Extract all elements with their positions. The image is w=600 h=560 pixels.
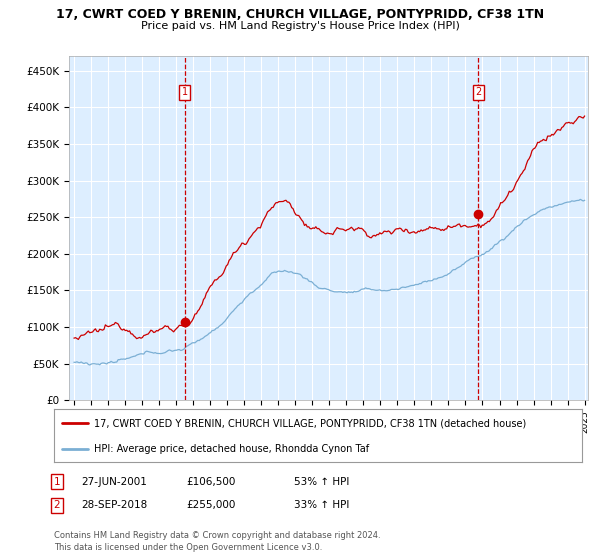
Text: Price paid vs. HM Land Registry's House Price Index (HPI): Price paid vs. HM Land Registry's House … — [140, 21, 460, 31]
Text: 17, CWRT COED Y BRENIN, CHURCH VILLAGE, PONTYPRIDD, CF38 1TN: 17, CWRT COED Y BRENIN, CHURCH VILLAGE, … — [56, 8, 544, 21]
Text: 1: 1 — [53, 477, 61, 487]
Text: 2: 2 — [53, 500, 61, 510]
Text: 28-SEP-2018: 28-SEP-2018 — [81, 500, 147, 510]
Text: This data is licensed under the Open Government Licence v3.0.: This data is licensed under the Open Gov… — [54, 543, 322, 552]
Text: 33% ↑ HPI: 33% ↑ HPI — [294, 500, 349, 510]
Text: 27-JUN-2001: 27-JUN-2001 — [81, 477, 147, 487]
Text: HPI: Average price, detached house, Rhondda Cynon Taf: HPI: Average price, detached house, Rhon… — [94, 444, 369, 454]
Text: 1: 1 — [182, 87, 188, 97]
Text: 53% ↑ HPI: 53% ↑ HPI — [294, 477, 349, 487]
Text: 17, CWRT COED Y BRENIN, CHURCH VILLAGE, PONTYPRIDD, CF38 1TN (detached house): 17, CWRT COED Y BRENIN, CHURCH VILLAGE, … — [94, 418, 526, 428]
Text: £255,000: £255,000 — [186, 500, 235, 510]
Text: £106,500: £106,500 — [186, 477, 235, 487]
Text: 2: 2 — [475, 87, 481, 97]
Text: Contains HM Land Registry data © Crown copyright and database right 2024.: Contains HM Land Registry data © Crown c… — [54, 531, 380, 540]
